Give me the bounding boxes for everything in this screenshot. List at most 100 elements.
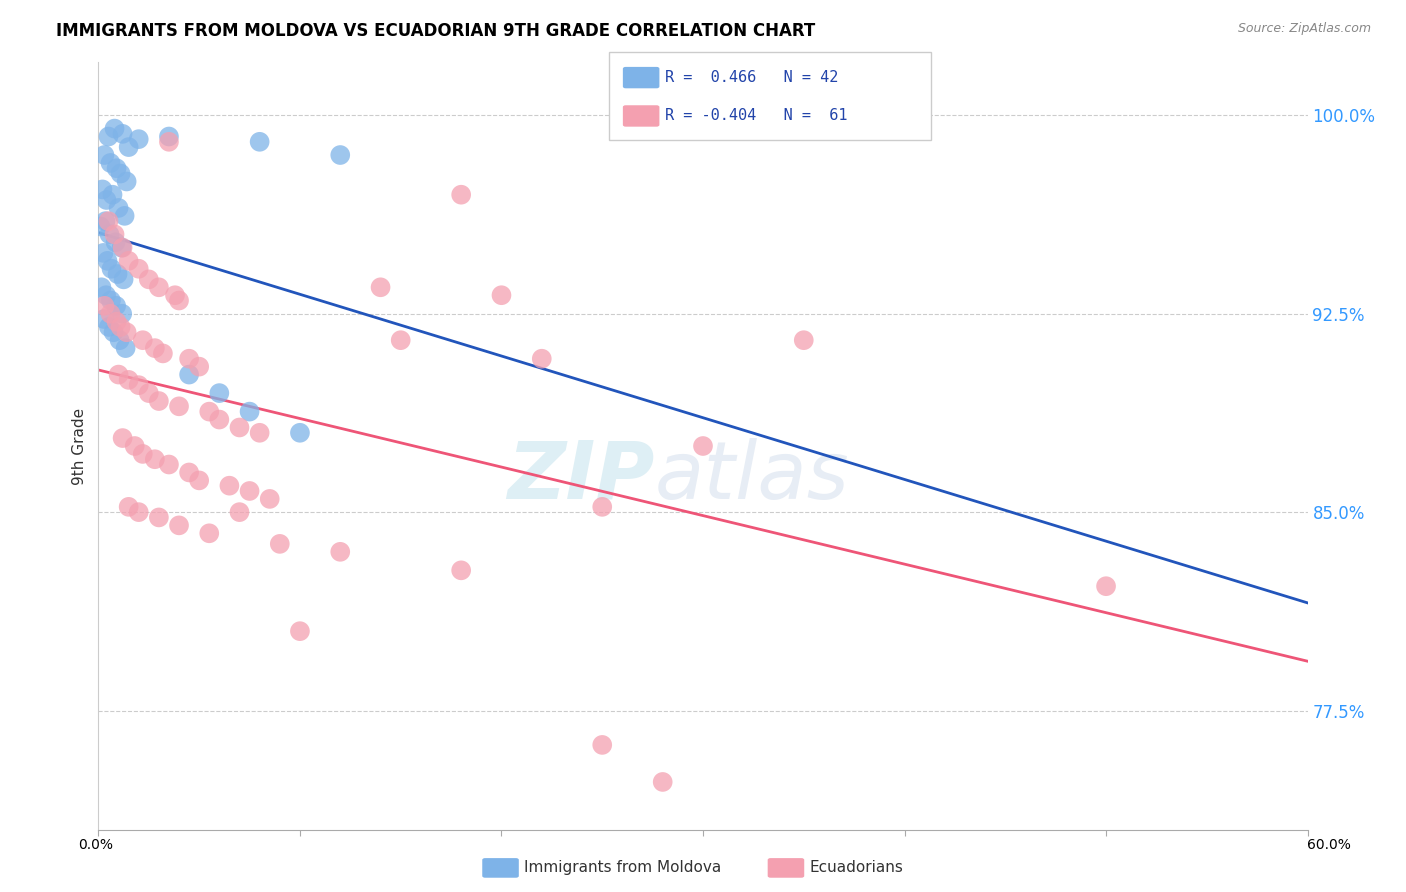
Point [105,161,128,176]
Point [591,738,613,752]
Point [115,325,138,339]
Text: Immigrants from Moldova: Immigrants from Moldova [524,861,721,875]
Point [94,214,117,228]
Point [491,288,513,302]
Point [179,351,201,366]
Point [208,412,231,426]
Point [93,312,115,326]
Point [218,478,240,492]
Point [329,148,352,162]
Point [100,293,122,308]
Point [269,537,291,551]
Point [105,299,128,313]
Point [100,261,122,276]
Point [179,368,201,382]
Point [110,167,132,181]
Point [118,253,141,268]
Point [107,368,129,382]
Point [530,351,553,366]
Point [208,386,231,401]
Point [188,474,211,488]
Text: IMMIGRANTS FROM MOLDOVA VS ECUADORIAN 9TH GRADE CORRELATION CHART: IMMIGRANTS FROM MOLDOVA VS ECUADORIAN 9T… [56,22,815,40]
Point [143,341,166,355]
Point [97,129,120,144]
Text: R = -0.404   N =  61: R = -0.404 N = 61 [665,109,848,123]
Point [96,193,118,207]
Text: R =  0.466   N = 42: R = 0.466 N = 42 [665,70,838,85]
Point [163,288,186,302]
Point [1095,579,1118,593]
Point [128,261,150,276]
Point [128,378,150,392]
Point [111,127,134,141]
Point [96,253,118,268]
Point [188,359,211,374]
Point [93,148,115,162]
Text: 60.0%: 60.0% [1306,838,1351,852]
Point [148,510,170,524]
Point [105,315,128,329]
Point [124,439,146,453]
Point [111,431,134,445]
Point [115,174,138,188]
Point [228,420,250,434]
Point [157,135,180,149]
Point [148,394,170,409]
Point [198,526,221,541]
Text: atlas: atlas [655,438,849,516]
Point [329,545,352,559]
Point [450,563,472,577]
Point [112,272,135,286]
Point [118,373,141,387]
Point [101,187,124,202]
Point [107,201,129,215]
Point [167,400,190,414]
Point [107,267,129,281]
Point [198,404,221,418]
Point [157,129,180,144]
Point [110,320,132,334]
Point [692,439,714,453]
Point [239,404,262,418]
Point [93,299,115,313]
Point [288,425,311,440]
Point [108,333,131,347]
Text: 0.0%: 0.0% [79,838,112,852]
Point [148,280,170,294]
Point [132,333,155,347]
Text: Source: ZipAtlas.com: Source: ZipAtlas.com [1237,22,1371,36]
Point [651,775,673,789]
Point [98,227,121,242]
Point [228,505,250,519]
Point [103,227,125,242]
Point [138,272,160,286]
Point [450,187,472,202]
Point [103,121,125,136]
Point [118,140,141,154]
Text: ZIP: ZIP [508,438,655,516]
Point [114,341,136,355]
Point [259,491,281,506]
Point [103,325,125,339]
Point [167,518,190,533]
Text: Ecuadorians: Ecuadorians [810,861,904,875]
Point [118,500,141,514]
Point [167,293,190,308]
Point [93,246,115,260]
Point [288,624,311,639]
Point [90,280,112,294]
Point [114,209,136,223]
Point [179,466,201,480]
Point [128,132,150,146]
Point [89,219,111,234]
Y-axis label: 9th Grade: 9th Grade [72,408,87,484]
Point [128,505,150,519]
Point [104,235,127,250]
Point [94,288,117,302]
Point [110,241,132,255]
Point [138,386,160,401]
Point [157,458,180,472]
Point [793,333,815,347]
Point [249,135,271,149]
Point [111,241,134,255]
